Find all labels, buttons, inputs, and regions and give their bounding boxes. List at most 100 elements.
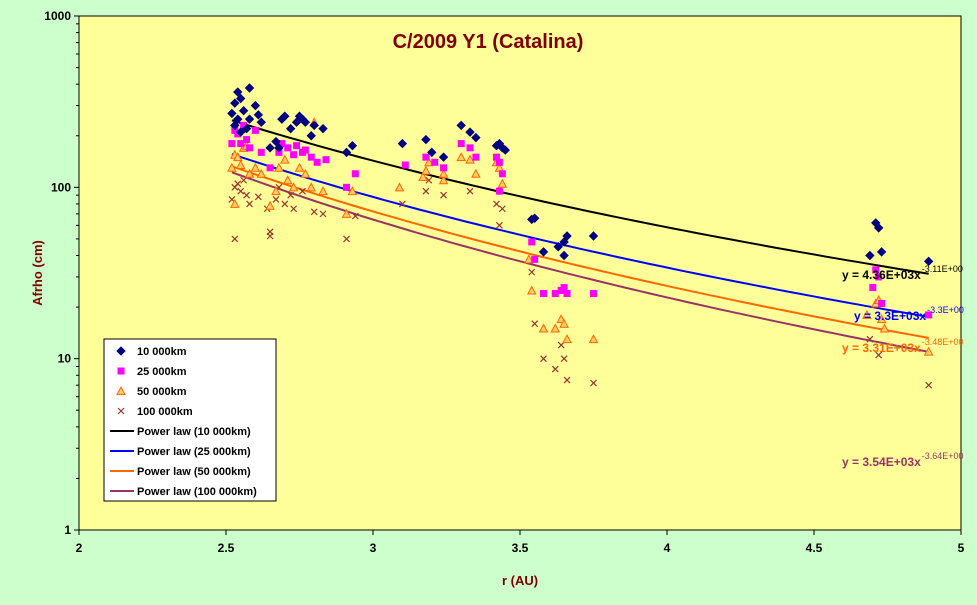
- data-point-square: [246, 144, 254, 152]
- data-point-triangle: [347, 186, 358, 196]
- data-point-cross: [290, 205, 298, 213]
- data-point-triangle: [418, 171, 428, 181]
- data-point-triangle: [879, 323, 890, 333]
- legend-label: Power law (100 000km): [137, 486, 257, 498]
- data-point-triangle: [282, 175, 293, 185]
- data-point-cross: [240, 176, 248, 184]
- data-point-square: [869, 284, 877, 292]
- data-point-triangle: [279, 154, 290, 164]
- data-point-square: [431, 158, 439, 166]
- data-point-diamond: [553, 242, 563, 252]
- data-point-square: [307, 153, 315, 161]
- data-point-diamond: [238, 106, 249, 116]
- data-point-triangle: [465, 154, 475, 164]
- data-point-cross: [866, 335, 874, 343]
- data-point-square: [925, 311, 933, 319]
- data-point-cross: [560, 355, 568, 363]
- data-point-cross: [925, 381, 933, 389]
- fit-equation-label: y = 3.31E+03x: [842, 341, 921, 355]
- data-point-diamond: [873, 223, 884, 233]
- data-point-cross: [563, 376, 571, 384]
- data-point-cross: [528, 268, 536, 276]
- data-point-diamond: [500, 145, 511, 155]
- data-point-square: [228, 140, 236, 148]
- data-point-square: [301, 146, 309, 154]
- data-point-triangle: [862, 309, 872, 319]
- data-point-triangle: [559, 318, 569, 328]
- data-point-square: [401, 161, 409, 169]
- data-point-cross: [422, 187, 430, 195]
- data-point-diamond: [559, 250, 569, 261]
- data-point-square: [875, 273, 883, 281]
- data-point-diamond: [235, 93, 246, 104]
- data-point-square: [266, 164, 274, 172]
- data-point-triangle: [271, 186, 281, 196]
- data-point-diamond: [438, 152, 449, 162]
- data-point-square: [313, 158, 321, 166]
- data-point-cross: [231, 235, 239, 243]
- data-point-triangle: [562, 334, 572, 344]
- data-point-square: [251, 126, 259, 134]
- fit-equation-exponent: -3.64E+00: [922, 451, 964, 461]
- data-point-square: [343, 183, 351, 191]
- data-point-triangle: [274, 162, 284, 172]
- data-point-cross: [498, 205, 506, 213]
- data-point-triangle: [438, 168, 449, 178]
- data-point-triangle: [523, 254, 534, 264]
- data-point-square: [293, 142, 301, 150]
- data-point-diamond: [318, 123, 328, 134]
- data-point-diamond: [280, 111, 290, 121]
- data-point-triangle: [318, 186, 328, 196]
- data-point-square: [237, 140, 245, 148]
- x-tick-label: 5: [958, 541, 965, 555]
- data-point-square: [560, 284, 568, 292]
- data-point-diamond: [244, 114, 255, 124]
- data-point-square: [457, 140, 465, 148]
- data-point-diamond: [230, 98, 240, 108]
- fit-line-3: [231, 165, 929, 339]
- data-point-cross: [266, 232, 274, 240]
- data-point-cross: [254, 193, 262, 201]
- data-point-triangle: [265, 200, 275, 210]
- data-point-triangle: [232, 152, 243, 162]
- legend-label: 25 000km: [137, 366, 187, 378]
- x-tick-label: 2: [76, 541, 83, 555]
- data-point-diamond: [347, 140, 358, 151]
- data-point-diamond: [300, 117, 311, 127]
- data-point-triangle: [288, 182, 299, 192]
- data-point-square: [878, 299, 886, 307]
- data-point-cross: [398, 200, 406, 208]
- data-point-triangle: [588, 334, 599, 344]
- data-point-cross: [351, 212, 359, 220]
- data-point-triangle: [421, 165, 431, 175]
- data-point-triangle: [229, 198, 240, 208]
- fit-equation-label: y = 3.54E+03x: [842, 455, 921, 469]
- data-point-diamond: [559, 237, 569, 247]
- fit-equation-exponent: -3.3E+00: [927, 305, 964, 315]
- data-point-square: [492, 153, 500, 161]
- data-point-square: [551, 290, 559, 298]
- data-point-diamond: [465, 127, 475, 137]
- data-point-triangle: [538, 323, 549, 333]
- data-point-cross: [234, 180, 242, 188]
- y-tick-label: 1: [64, 523, 71, 537]
- data-point-diamond: [265, 143, 275, 153]
- data-point-diamond: [271, 136, 281, 147]
- data-point-square: [290, 151, 298, 159]
- data-point-square: [231, 126, 239, 134]
- data-point-diamond: [562, 231, 572, 241]
- data-point-triangle: [300, 168, 311, 178]
- data-point-diamond: [233, 114, 243, 124]
- data-point-cross: [493, 200, 500, 208]
- legend-marker-triangle: [116, 385, 126, 395]
- data-point-triangle: [306, 182, 317, 192]
- data-point-diamond: [306, 131, 316, 141]
- x-tick-label: 3: [370, 541, 377, 555]
- x-axis-label: r (AU): [502, 573, 538, 588]
- legend-marker-cross: [117, 407, 125, 415]
- fit-equation-exponent: -3.11E+00: [922, 264, 963, 274]
- data-point-triangle: [244, 168, 255, 178]
- data-point-cross: [531, 320, 539, 328]
